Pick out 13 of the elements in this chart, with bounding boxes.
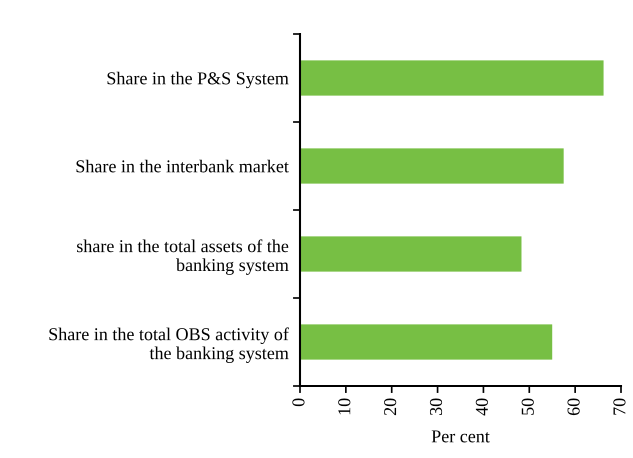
x-tick-label: 10 xyxy=(338,398,350,414)
x-tick-label: 40 xyxy=(476,398,488,416)
y-tick-label: share in the total assets of the banking system xyxy=(77,239,289,275)
x-tick-label: 0 xyxy=(292,398,305,406)
x-tick-label: 70 xyxy=(613,398,626,415)
x-tick-label: 30 xyxy=(430,398,442,415)
x-axis-title: Per cent xyxy=(432,430,490,442)
x-tick-label: 60 xyxy=(567,398,580,416)
y-tick-label: Share in the P&S System xyxy=(108,72,289,88)
x-tick-label: 20 xyxy=(384,398,396,416)
y-tick-label: Share in the total OBS activity of the banking system xyxy=(49,327,289,363)
y-tick-label: Share in the interbank market xyxy=(76,160,289,172)
x-tick-label: 50 xyxy=(522,398,534,415)
